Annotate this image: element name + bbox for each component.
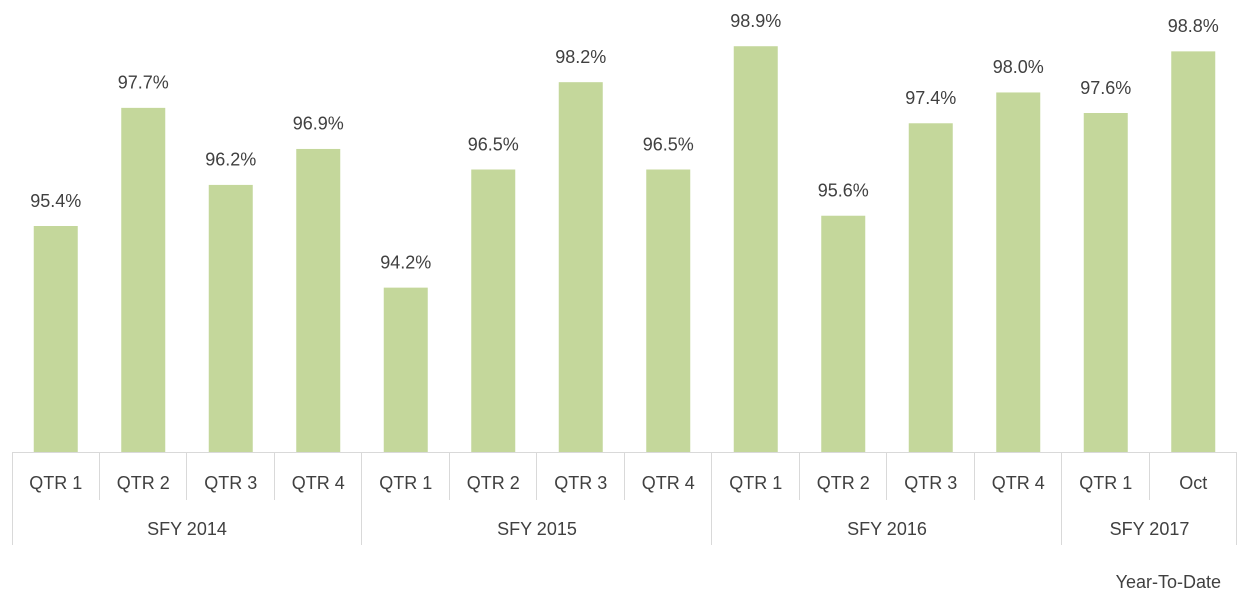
data-label: 94.2% bbox=[380, 252, 431, 272]
bar bbox=[208, 184, 253, 452]
x-tick-label: QTR 1 bbox=[729, 473, 782, 493]
x-tick-label: Oct bbox=[1179, 473, 1207, 493]
x-tick-label: QTR 1 bbox=[1079, 473, 1132, 493]
data-label: 97.4% bbox=[905, 88, 956, 108]
bar bbox=[908, 123, 953, 452]
data-label: 95.4% bbox=[30, 191, 81, 211]
x-tick-label: QTR 1 bbox=[379, 473, 432, 493]
bar bbox=[996, 92, 1041, 453]
group-label: SFY 2014 bbox=[147, 519, 227, 539]
data-label: 97.6% bbox=[1080, 78, 1131, 98]
data-label: 96.5% bbox=[643, 134, 694, 154]
group-label: SFY 2017 bbox=[1110, 519, 1190, 539]
bar bbox=[821, 215, 866, 452]
x-tick-label: QTR 3 bbox=[204, 473, 257, 493]
group-label: SFY 2016 bbox=[847, 519, 927, 539]
bar bbox=[646, 169, 691, 452]
data-label: 97.7% bbox=[118, 73, 169, 93]
data-label: 96.9% bbox=[293, 114, 344, 134]
data-label: 98.0% bbox=[993, 57, 1044, 77]
bar bbox=[1083, 113, 1128, 452]
annotation: Year-To-Date bbox=[1116, 572, 1221, 592]
bar bbox=[296, 148, 341, 453]
data-label: 98.2% bbox=[555, 47, 606, 67]
bar bbox=[733, 46, 778, 453]
x-tick-label: QTR 2 bbox=[817, 473, 870, 493]
x-tick-label: QTR 2 bbox=[467, 473, 520, 493]
x-tick-label: QTR 3 bbox=[554, 473, 607, 493]
data-label: 96.2% bbox=[205, 150, 256, 170]
group-label: SFY 2015 bbox=[497, 519, 577, 539]
bar bbox=[383, 287, 428, 452]
x-tick-label: QTR 1 bbox=[29, 473, 82, 493]
bar bbox=[471, 169, 516, 452]
x-tick-label: QTR 4 bbox=[642, 473, 695, 493]
x-tick-label: QTR 3 bbox=[904, 473, 957, 493]
x-tick-label: QTR 2 bbox=[117, 473, 170, 493]
bar bbox=[1171, 51, 1216, 452]
data-label: 98.9% bbox=[730, 11, 781, 31]
bar bbox=[558, 82, 603, 452]
bar bbox=[33, 226, 78, 452]
x-tick-label: QTR 4 bbox=[292, 473, 345, 493]
data-label: 98.8% bbox=[1168, 16, 1219, 36]
data-label: 96.5% bbox=[468, 134, 519, 154]
x-tick-label: QTR 4 bbox=[992, 473, 1045, 493]
data-label: 95.6% bbox=[818, 180, 869, 200]
bar bbox=[121, 107, 166, 452]
